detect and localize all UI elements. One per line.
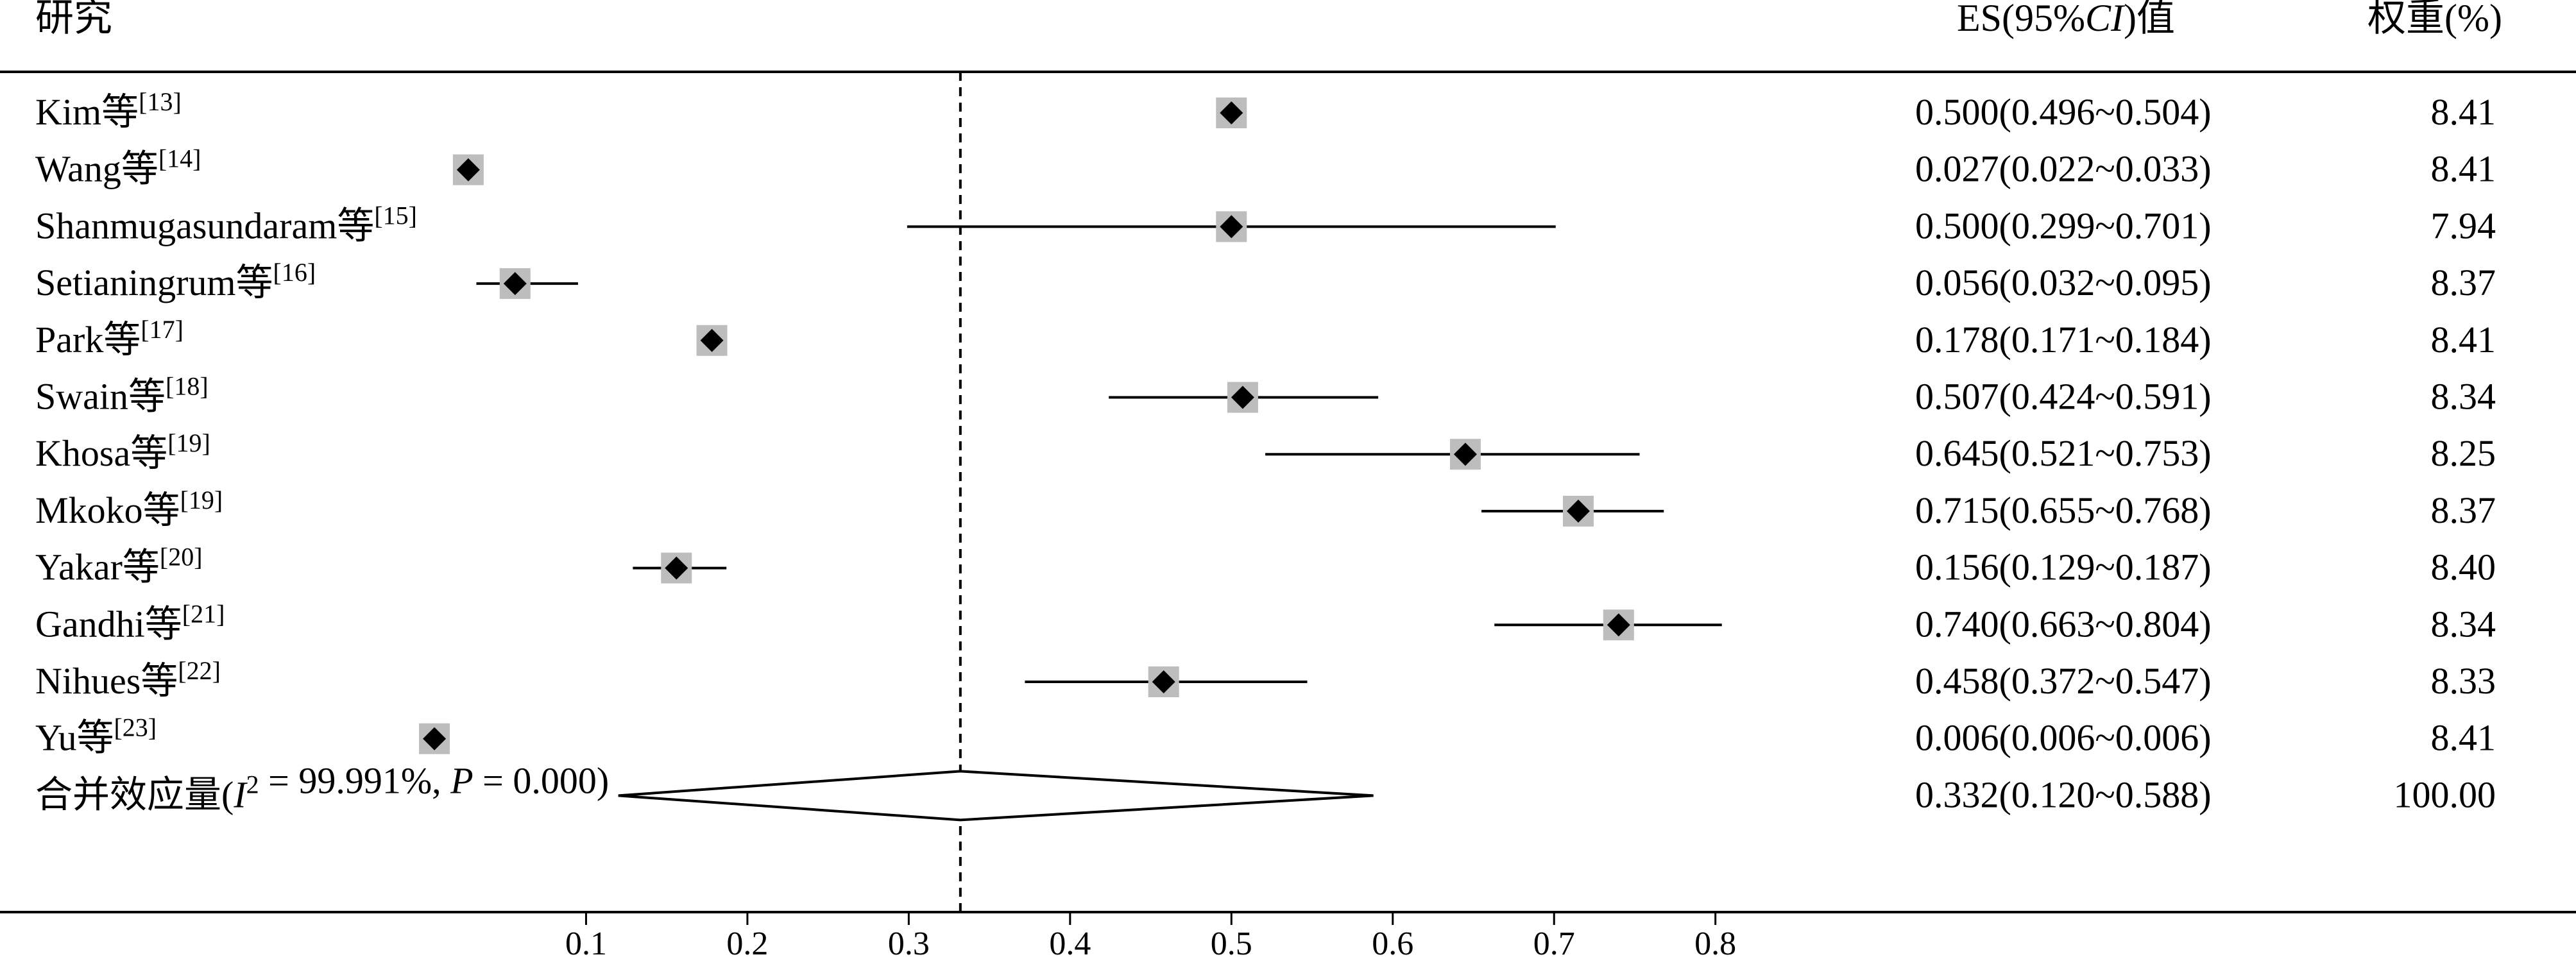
es-ci-text: 0.715(0.655~0.768) (1915, 489, 2212, 531)
weight-text: 7.94 (2431, 205, 2496, 246)
study-label: Nihues等[22] (35, 656, 221, 702)
weight-text: 8.41 (2431, 148, 2496, 190)
x-tick-label: 0.3 (888, 926, 930, 957)
study-label: Yakar等[20] (35, 543, 203, 588)
pooled-label: 合并效应量(I2 = 99.991%, P = 0.000) (35, 759, 609, 815)
header-study: 研究 (35, 0, 112, 39)
weight-text: 8.33 (2431, 660, 2496, 702)
effect-marker (1152, 670, 1175, 693)
es-ci-text: 0.645(0.521~0.753) (1915, 432, 2212, 474)
x-tick-label: 0.8 (1694, 926, 1736, 957)
weight-text: 8.41 (2431, 717, 2496, 759)
effect-marker (1453, 443, 1477, 466)
x-tick-label: 0.4 (1049, 926, 1091, 957)
es-ci-text: 0.156(0.129~0.187) (1915, 546, 2212, 588)
effect-marker (665, 556, 688, 580)
weight-text: 8.34 (2431, 376, 2496, 418)
x-tick-label: 0.6 (1372, 926, 1413, 957)
es-ci-text: 0.740(0.663~0.804) (1915, 603, 2212, 645)
study-label: Swain等[18] (35, 372, 209, 418)
header-weight: 权重(%) (2367, 0, 2502, 39)
es-ci-text: 0.056(0.032~0.095) (1915, 262, 2212, 303)
study-label: Mkoko等[19] (35, 486, 223, 531)
pooled-es-ci-text: 0.332(0.120~0.588) (1915, 774, 2212, 815)
study-label: Yu等[23] (35, 713, 157, 759)
x-tick-label: 0.5 (1211, 926, 1252, 957)
effect-marker (1566, 499, 1590, 523)
effect-marker (1220, 101, 1243, 124)
es-ci-text: 0.500(0.299~0.701) (1915, 205, 2212, 246)
study-label: Shanmugasundaram等[15] (35, 201, 417, 246)
study-label: Wang等[14] (35, 144, 201, 190)
study-label: Gandhi等[21] (35, 599, 225, 645)
weight-text: 8.40 (2431, 546, 2496, 588)
es-ci-text: 0.178(0.171~0.184) (1915, 319, 2212, 360)
weight-text: 8.37 (2431, 262, 2496, 303)
es-ci-text: 0.507(0.424~0.591) (1915, 376, 2212, 418)
study-label: Khosa等[19] (35, 428, 210, 474)
es-ci-text: 0.458(0.372~0.547) (1915, 660, 2212, 702)
study-label: Park等[17] (35, 315, 183, 360)
x-axis-ticks: 0.1 0.2 0.3 0.4 0.5 0.6 0.7 0.8 (565, 912, 1736, 957)
es-ci-text: 0.027(0.022~0.033) (1915, 148, 2212, 190)
effect-marker (1231, 385, 1254, 409)
x-tick-label: 0.1 (565, 926, 607, 957)
study-label: Kim等[13] (35, 87, 182, 133)
effect-marker (1607, 613, 1630, 637)
effect-marker (503, 272, 527, 296)
weight-text: 8.34 (2431, 603, 2496, 645)
es-ci-text: 0.006(0.006~0.006) (1915, 717, 2212, 759)
weight-text: 8.41 (2431, 319, 2496, 360)
effect-marker (700, 328, 724, 352)
x-tick-label: 0.2 (726, 926, 768, 957)
es-ci-text: 0.500(0.496~0.504) (1915, 91, 2212, 133)
header-es: ES(95%CI)值 (1957, 0, 2175, 39)
weight-text: 8.41 (2431, 91, 2496, 133)
pooled-weight-text: 100.00 (2394, 774, 2496, 815)
study-rows: Kim等[13] 0.500(0.496~0.504) 8.41 Wang等[14] 0… (35, 87, 2496, 759)
weight-text: 8.25 (2431, 432, 2496, 474)
study-label: Setianingrum等[16] (35, 258, 316, 303)
effect-marker (456, 158, 480, 182)
effect-marker (423, 727, 447, 750)
weight-text: 8.37 (2431, 489, 2496, 531)
pooled-row: 合并效应量(I2 = 99.991%, P = 0.000) 0.332(0.12… (35, 759, 2496, 822)
x-tick-label: 0.7 (1533, 926, 1575, 957)
pooled-diamond (618, 770, 1374, 822)
effect-marker (1220, 215, 1243, 239)
